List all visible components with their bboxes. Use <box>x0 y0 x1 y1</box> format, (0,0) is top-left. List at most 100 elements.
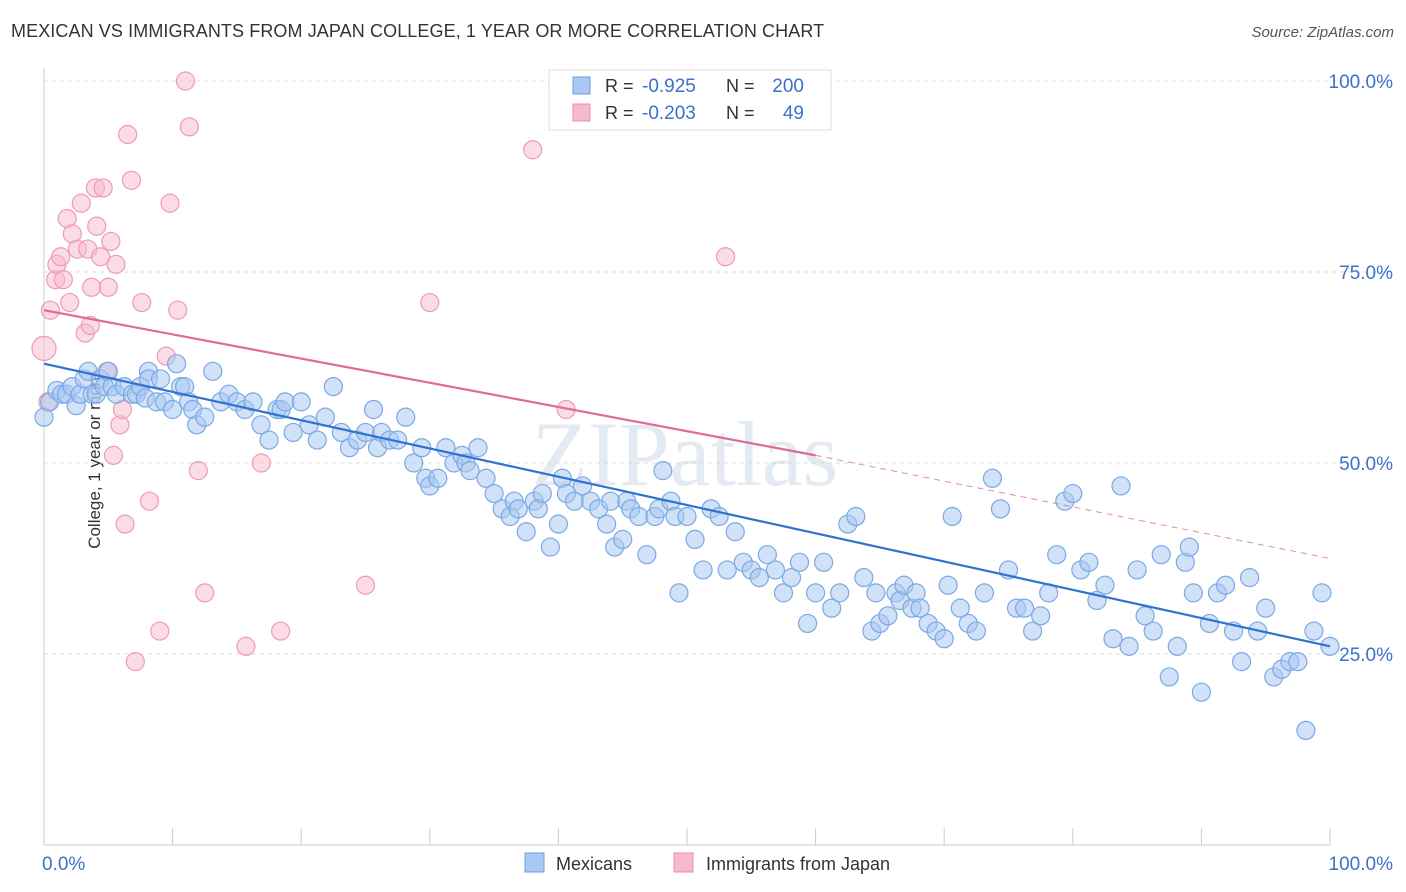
bottom-swatch-mexicans <box>524 852 545 873</box>
japan-point <box>117 124 138 145</box>
mexican-point <box>540 537 560 557</box>
mexican-point <box>938 575 958 595</box>
mexican-point <box>830 583 850 603</box>
japan-point <box>251 453 271 473</box>
mexican-point <box>805 583 826 603</box>
mexican-point <box>1103 629 1123 649</box>
mexican-point <box>548 514 569 534</box>
japan-point <box>236 636 256 656</box>
axes <box>43 68 1331 846</box>
mexican-point <box>613 529 633 550</box>
mexican-point <box>516 522 536 542</box>
mexican-point <box>1240 567 1260 588</box>
mexican-point <box>934 629 954 649</box>
mexican-point <box>717 560 737 580</box>
japan-point <box>195 583 215 603</box>
japan-point <box>90 247 111 267</box>
japan-point <box>523 140 543 160</box>
trend-lines <box>43 309 1331 648</box>
japan-point <box>98 277 118 297</box>
mexican-point <box>150 369 171 389</box>
mexican-point <box>1031 606 1051 626</box>
x-tick-label: 0.0% <box>42 854 85 875</box>
legend-r-label-1: R = <box>605 76 634 96</box>
mexican-point <box>1151 545 1171 565</box>
mexican-point <box>974 583 994 603</box>
japan-point <box>188 461 208 481</box>
mexican-point <box>1095 575 1115 595</box>
mexican-point <box>866 583 886 603</box>
mexican-point <box>1143 621 1163 641</box>
mexican-point <box>1231 652 1252 672</box>
japan-point <box>53 270 73 290</box>
mexican-point <box>982 468 1003 488</box>
y-tick-label: 75.0% <box>1339 263 1393 284</box>
bottom-swatch-japan <box>673 852 694 873</box>
mexican-point <box>601 491 621 511</box>
mexican-point <box>1111 476 1131 496</box>
japan-point <box>150 621 170 641</box>
mexican-point <box>1296 720 1316 741</box>
mexican-point <box>629 506 649 527</box>
mexican-point <box>677 506 697 527</box>
japan-point <box>420 292 440 313</box>
mexican-point <box>307 430 327 450</box>
legend-n-label-2: N = <box>726 103 755 123</box>
japan-trend-extension <box>815 454 1331 559</box>
japan-point <box>81 277 102 297</box>
mexican-point <box>781 567 802 588</box>
mexican-point <box>163 399 183 420</box>
mexican-point <box>814 552 834 572</box>
mexican-point <box>1215 575 1236 595</box>
mexican-point <box>1079 552 1099 572</box>
legend-r-label-2: R = <box>605 103 634 123</box>
mexican-point <box>532 483 552 504</box>
mexican-point <box>1023 621 1043 641</box>
japan-point <box>139 491 160 511</box>
japan-point <box>51 247 71 267</box>
japan-point <box>87 216 107 236</box>
mexican-point <box>685 529 705 550</box>
japan-point <box>31 335 57 361</box>
y-tick-label: 50.0% <box>1339 454 1393 475</box>
mexican-points <box>34 354 1340 741</box>
japan-point <box>168 300 188 320</box>
mexican-point <box>878 606 898 626</box>
mexican-point <box>404 453 424 473</box>
japan-point <box>271 621 291 641</box>
japan-point <box>179 117 199 137</box>
mexican-point <box>476 468 496 488</box>
mexican-point <box>1183 583 1203 603</box>
mexican-point <box>846 506 866 527</box>
mexican-point <box>637 545 657 565</box>
japan-point <box>175 71 196 91</box>
mexican-point <box>1127 560 1147 580</box>
mexican-point <box>749 567 769 588</box>
mexican-point <box>725 522 745 542</box>
japan-point <box>121 170 142 190</box>
mexican-point <box>765 560 786 580</box>
mexican-point <box>363 399 384 420</box>
mexican-point <box>1179 537 1199 557</box>
mexican-point <box>854 567 874 588</box>
mexican-point <box>1312 583 1332 603</box>
mexican-point <box>1047 545 1067 565</box>
mexican-point <box>1304 621 1324 641</box>
y-tick-label: 25.0% <box>1339 645 1393 666</box>
mexican-point <box>653 461 673 481</box>
japan-point <box>101 231 121 252</box>
mexican-point <box>195 407 215 427</box>
bottom-legend-japan: Immigrants from Japan <box>706 854 890 874</box>
bottom-legend-mexicans: Mexicans <box>556 854 632 874</box>
mexican-point <box>291 392 311 412</box>
mexican-point <box>468 438 488 458</box>
chart-title: MEXICAN VS IMMIGRANTS FROM JAPAN COLLEGE… <box>11 21 825 41</box>
japan-point <box>106 254 126 274</box>
mexican-point <box>1191 682 1212 702</box>
japan-point <box>80 315 100 336</box>
mexican-point <box>950 598 970 618</box>
japan-point <box>40 300 61 320</box>
mexican-point <box>1256 598 1276 618</box>
japan-point <box>355 575 376 595</box>
